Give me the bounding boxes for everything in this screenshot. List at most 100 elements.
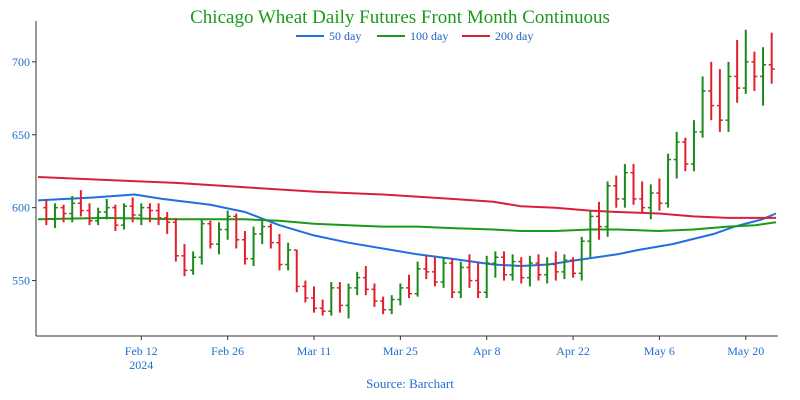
- ohlc-bar: [595, 201, 602, 240]
- ohlc-bar: [77, 190, 84, 217]
- ohlc-bar: [250, 226, 257, 266]
- ohlc-bar: [86, 203, 93, 226]
- ohlc-bar: [172, 217, 179, 262]
- series-line-100-day: [37, 216, 777, 233]
- ohlc-bar: [129, 197, 136, 223]
- ohlc-bar: [138, 203, 145, 226]
- ohlc-bar: [639, 181, 646, 213]
- legend-label: 50 day: [329, 29, 361, 43]
- y-tick-label: 650: [12, 128, 30, 142]
- x-tick-label: Feb 12: [125, 344, 158, 358]
- ohlc-bar: [431, 257, 438, 287]
- ohlc-bar: [483, 255, 490, 299]
- ohlc-bar: [164, 212, 171, 234]
- ohlc-bar: [673, 131, 680, 179]
- ohlc-bar: [43, 200, 50, 226]
- ohlc-bar: [665, 153, 672, 208]
- ohlc-bar: [475, 263, 482, 299]
- series-line-50-day: [37, 193, 777, 268]
- chart-legend: 50 day 100 day 200 day: [296, 29, 533, 43]
- ohlc-bar: [500, 251, 507, 281]
- ohlc-bar: [613, 175, 620, 208]
- ohlc-bar: [734, 39, 741, 103]
- ohlc-bar: [285, 242, 292, 271]
- legend-label: 200 day: [495, 29, 533, 43]
- ohlc-bar: [95, 207, 102, 226]
- ohlc-bar: [440, 257, 447, 288]
- ohlc-bar: [354, 271, 361, 296]
- ohlc-bar: [190, 251, 197, 275]
- ohlc-bar: [716, 69, 723, 132]
- ohlc-bar: [224, 210, 231, 240]
- moving-average-lines: [37, 176, 777, 268]
- ohlc-bar: [181, 244, 188, 277]
- ohlc-bar: [362, 266, 369, 296]
- ohlc-bar: [621, 163, 628, 208]
- x-tick-label: Apr 8: [473, 344, 501, 358]
- ohlc-bar: [699, 76, 706, 138]
- ohlc-bar: [259, 219, 266, 245]
- x-tick-label: May 20: [727, 344, 764, 358]
- ohlc-bar: [380, 296, 387, 315]
- x-tick-label: Apr 22: [556, 344, 590, 358]
- ohlc-bar: [630, 163, 637, 205]
- series-line-200-day: [37, 176, 776, 219]
- ohlc-bar: [656, 178, 663, 211]
- ohlc-bar: [198, 219, 205, 265]
- ohlc-bar: [121, 203, 128, 230]
- chart-title: Chicago Wheat Daily Futures Front Month …: [190, 7, 610, 28]
- x-tick-label: May 6: [644, 344, 675, 358]
- ohlc-bar: [518, 257, 525, 284]
- ohlc-bar: [155, 203, 162, 226]
- ohlc-bar: [535, 254, 542, 281]
- ohlc-bar: [768, 32, 775, 84]
- ohlc-bar: [725, 61, 732, 132]
- ohlc-bar: [216, 222, 223, 255]
- ohlc-bar: [690, 120, 697, 172]
- ohlc-bar: [604, 181, 611, 237]
- ohlc-bar: [276, 233, 283, 271]
- x-tick-year-label: 2024: [129, 358, 153, 372]
- ohlc-bar: [414, 261, 421, 297]
- ohlc-bar: [466, 254, 473, 288]
- ohlc-bar: [578, 236, 585, 281]
- y-tick-label: 600: [12, 201, 30, 215]
- ohlc-bar: [457, 261, 464, 299]
- y-tick-label: 700: [12, 55, 30, 69]
- ohlc-bar: [103, 198, 110, 220]
- ohlc-bar: [319, 299, 326, 316]
- ohlc-bar: [552, 251, 559, 281]
- ohlc-bar: [742, 29, 749, 94]
- ohlc-bar: [509, 254, 516, 281]
- x-tick-label: Mar 11: [297, 344, 332, 358]
- ohlc-bar: [708, 61, 715, 121]
- ohlc-bar: [60, 204, 67, 223]
- x-tick-label: Mar 25: [383, 344, 418, 358]
- x-tick-label: Feb 26: [211, 344, 244, 358]
- ohlc-bar: [207, 220, 214, 249]
- ohlc-bar: [760, 47, 767, 106]
- ohlc-bar: [146, 203, 153, 223]
- ohlc-bar: [570, 257, 577, 278]
- ohlc-bar: [561, 254, 568, 280]
- ohlc-bar: [449, 258, 456, 299]
- ohlc-bar: [526, 255, 533, 287]
- ohlc-bar: [293, 249, 300, 293]
- ohlc-bar: [69, 196, 76, 223]
- ohlc-bar: [751, 51, 758, 91]
- ohlc-bar: [233, 213, 240, 249]
- ohlc-bar: [492, 251, 499, 278]
- legend-label: 100 day: [410, 29, 448, 43]
- source-note: Source: Barchart: [366, 376, 454, 391]
- ohlc-bar: [587, 210, 594, 258]
- ohlc-bars: [43, 29, 775, 319]
- ohlc-bar: [406, 274, 412, 299]
- ohlc-bar: [311, 286, 318, 313]
- ohlc-bar: [397, 283, 404, 306]
- ohlc-bar: [345, 283, 352, 319]
- ohlc-bar: [328, 282, 335, 316]
- ohlc-bar: [423, 255, 430, 280]
- ohlc-bar: [302, 280, 309, 303]
